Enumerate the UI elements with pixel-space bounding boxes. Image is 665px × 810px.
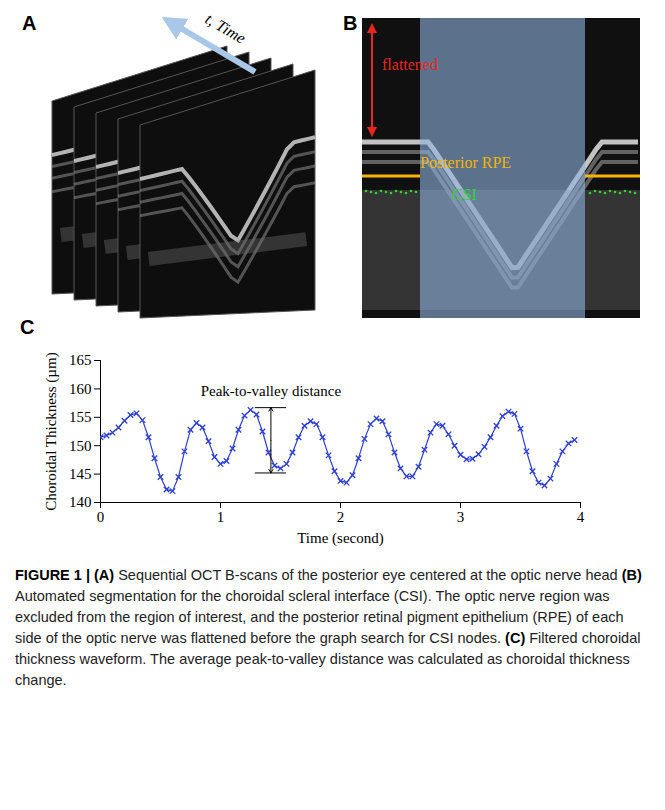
html-text:C: C bbox=[20, 316, 35, 338]
svg-text:B: B bbox=[343, 12, 357, 34]
html-text:Automated segmentation for the: Automated segmentation for the choroidal… bbox=[15, 588, 641, 689]
svg-text:Choroidal Thickness (µm): Choroidal Thickness (µm) bbox=[43, 352, 60, 510]
svg-text:0: 0 bbox=[97, 509, 105, 525]
svg-text:150: 150 bbox=[69, 438, 92, 454]
svg-text:A: A bbox=[22, 12, 36, 34]
svg-text:165: 165 bbox=[69, 352, 92, 368]
svg-text:140: 140 bbox=[69, 494, 92, 510]
svg-text:Time (second): Time (second) bbox=[297, 530, 384, 547]
svg-text:160: 160 bbox=[69, 381, 92, 397]
svg-text:Peak-to-valley distance: Peak-to-valley distance bbox=[201, 383, 342, 399]
svg-text:4: 4 bbox=[577, 509, 585, 525]
svg-text:1: 1 bbox=[217, 509, 225, 525]
svg-text:flattened: flattened bbox=[382, 56, 438, 73]
svg-text:155: 155 bbox=[69, 409, 92, 425]
svg-text:CSI: CSI bbox=[452, 186, 477, 203]
html-text:FIGURE 1 | (A) Sequential OCT: FIGURE 1 | (A) Sequential OCT B-scans of… bbox=[15, 567, 642, 583]
svg-text:3: 3 bbox=[457, 509, 465, 525]
svg-text:145: 145 bbox=[69, 466, 92, 482]
svg-text:Posterior RPE: Posterior RPE bbox=[420, 154, 511, 171]
svg-text:2: 2 bbox=[337, 509, 345, 525]
svg-text:t, Time: t, Time bbox=[202, 10, 248, 47]
